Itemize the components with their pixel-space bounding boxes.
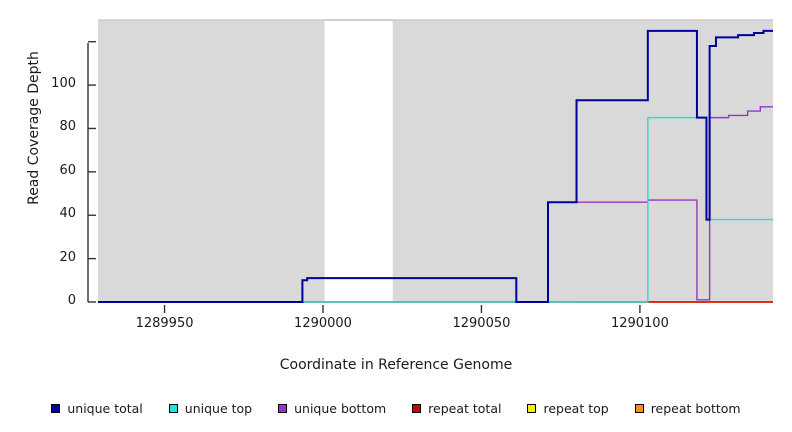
legend-label: repeat top — [543, 400, 609, 416]
x-tick-label: 1290100 — [610, 316, 669, 331]
y-tick-label: 100 — [51, 76, 76, 92]
legend-swatch-icon — [278, 403, 288, 413]
y-tick-label: 0 — [67, 293, 76, 308]
legend-swatch-icon — [168, 403, 178, 413]
legend-swatch-icon — [51, 403, 61, 413]
x-tick-label: 1290000 — [294, 316, 352, 331]
legend-label: repeat total — [428, 400, 502, 416]
legend-label: unique total — [67, 400, 143, 416]
legend-swatch-icon — [634, 403, 644, 413]
legend-label: unique top — [184, 400, 253, 416]
legend-item: repeat total — [412, 401, 501, 416]
legend-item: unique top — [168, 400, 253, 416]
x-axis-label: Coordinate in Reference Genome — [279, 357, 513, 373]
y-tick-label: 60 — [59, 162, 76, 178]
legend-item: repeat bottom — [634, 400, 741, 416]
no-data-gap-region — [324, 20, 393, 302]
legend-item: repeat top — [527, 400, 609, 416]
legend-swatch-icon — [527, 403, 537, 413]
y-tick-label: 40 — [59, 206, 76, 222]
legend-label: repeat bottom — [650, 400, 741, 416]
y-ticks — [88, 40, 96, 303]
y-tick-label: 80 — [59, 119, 76, 135]
chart-legend: unique total unique top unique bottom repea… — [0, 396, 792, 420]
legend-swatch-icon — [412, 403, 422, 413]
x-ticks — [163, 305, 641, 313]
x-tick-label: 1290050 — [452, 316, 511, 331]
legend-label: unique bottom — [294, 400, 387, 416]
legend-item: unique bottom — [278, 401, 386, 416]
legend-item: unique total — [51, 400, 143, 416]
x-tick-label: 1289950 — [135, 316, 194, 331]
y-tick-label: 20 — [59, 249, 76, 265]
series-line-unique-total — [98, 29, 773, 303]
plot-background — [98, 20, 773, 302]
